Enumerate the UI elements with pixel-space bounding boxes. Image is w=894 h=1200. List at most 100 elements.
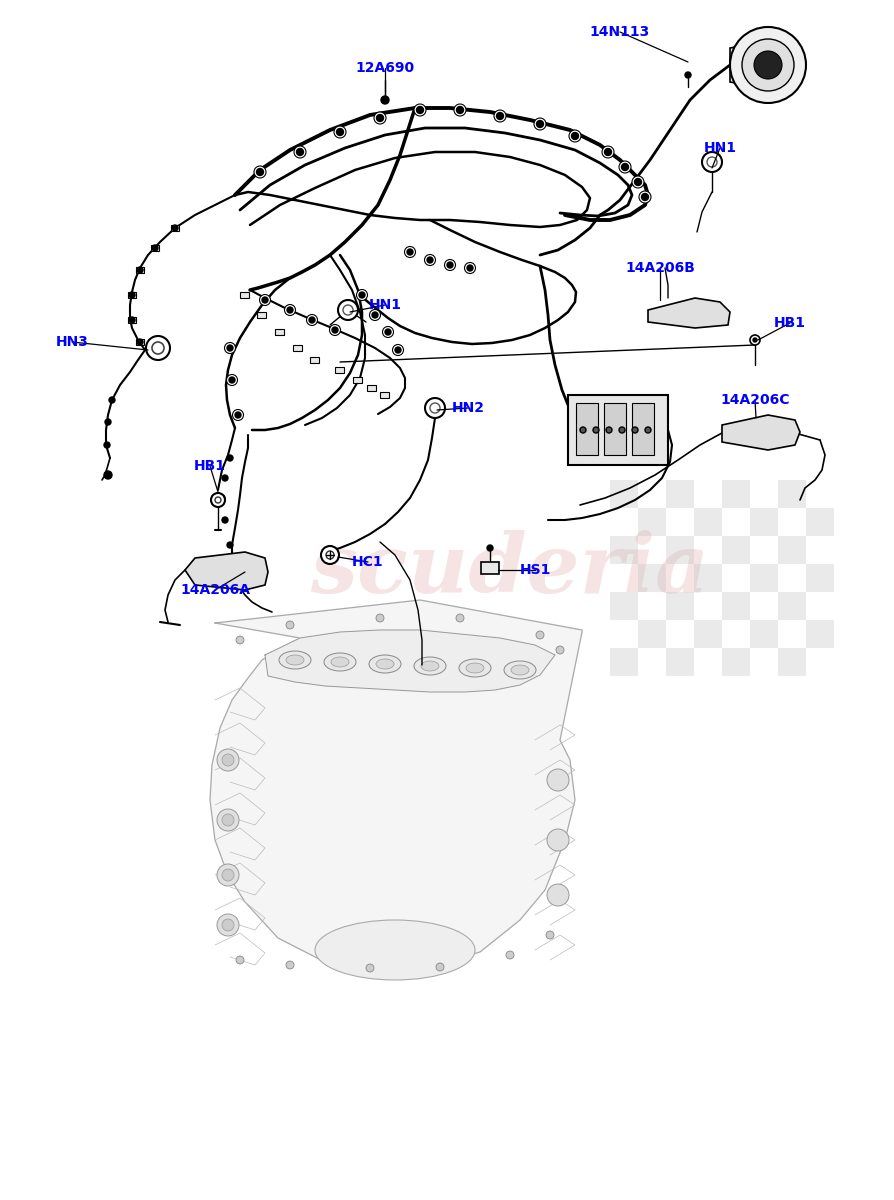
Circle shape [429,403,440,413]
Circle shape [236,956,244,964]
Bar [603,403,625,455]
Circle shape [332,326,338,332]
Text: 14A206B: 14A206B [624,260,694,275]
Bar [721,536,749,564]
Bar [631,403,654,455]
Circle shape [152,245,158,251]
Bar [380,392,389,398]
Circle shape [446,262,452,268]
Text: 12A690: 12A690 [355,61,414,74]
Bar [480,562,499,574]
Text: scuderia: scuderia [309,530,708,610]
Bar [335,367,344,373]
Circle shape [366,964,374,972]
Circle shape [358,292,365,298]
Circle shape [232,409,243,420]
Ellipse shape [503,661,536,679]
Circle shape [375,614,384,622]
Circle shape [146,336,170,360]
Circle shape [227,542,232,548]
Ellipse shape [216,749,239,770]
Circle shape [741,38,793,91]
Circle shape [631,427,637,433]
Circle shape [129,317,135,323]
Polygon shape [210,600,581,970]
Circle shape [414,104,426,116]
Circle shape [706,157,716,167]
Circle shape [308,317,315,323]
Circle shape [222,475,228,481]
Circle shape [407,248,412,254]
Circle shape [645,427,650,433]
Circle shape [534,118,545,130]
Bar [749,620,777,648]
Circle shape [137,266,143,272]
Text: HN1: HN1 [703,140,736,155]
Bar [310,358,319,362]
Circle shape [356,289,367,300]
Ellipse shape [459,659,491,677]
Bar [610,480,637,508]
Text: HB1: HB1 [194,458,226,473]
Bar [136,338,144,346]
Circle shape [329,324,340,336]
Polygon shape [185,552,267,590]
Bar [805,564,833,592]
Circle shape [293,146,306,158]
Ellipse shape [420,661,439,671]
Circle shape [286,622,293,629]
Circle shape [222,517,228,523]
Bar [665,648,693,676]
Circle shape [455,614,463,622]
Ellipse shape [331,658,349,667]
Circle shape [394,347,401,353]
Text: HS1: HS1 [519,563,550,577]
Text: 14A206C: 14A206C [720,392,789,407]
Circle shape [372,312,377,318]
Text: car parts: car parts [309,617,436,643]
Circle shape [382,326,393,337]
Bar [293,346,302,350]
Circle shape [426,257,433,263]
Circle shape [384,329,391,335]
Circle shape [571,132,578,139]
Circle shape [404,246,415,258]
Circle shape [453,104,466,116]
Circle shape [219,494,224,502]
Bar [128,317,136,323]
Text: HN1: HN1 [368,298,401,312]
Circle shape [236,636,244,644]
Circle shape [211,493,224,506]
Bar [693,564,721,592]
Circle shape [105,419,111,425]
Bar [610,536,637,564]
Text: 14A206A: 14A206A [180,583,249,596]
Circle shape [631,176,644,188]
Ellipse shape [315,920,475,980]
Circle shape [634,179,641,186]
Circle shape [603,149,611,156]
Ellipse shape [466,662,484,673]
Ellipse shape [216,864,239,886]
Bar [721,592,749,620]
Circle shape [467,265,472,271]
Circle shape [109,397,114,403]
Bar [749,564,777,592]
Bar [637,508,665,536]
Bar [610,592,637,620]
Circle shape [376,114,383,121]
Ellipse shape [368,655,401,673]
Ellipse shape [216,809,239,830]
Circle shape [602,146,613,158]
Bar [693,508,721,536]
Bar [749,508,777,536]
Bar [257,312,266,318]
Bar [610,648,637,676]
Circle shape [425,398,444,418]
Circle shape [638,191,650,203]
Bar [576,403,597,455]
Bar [568,395,667,464]
Bar [128,292,136,298]
Circle shape [749,335,759,346]
Bar [171,226,179,230]
